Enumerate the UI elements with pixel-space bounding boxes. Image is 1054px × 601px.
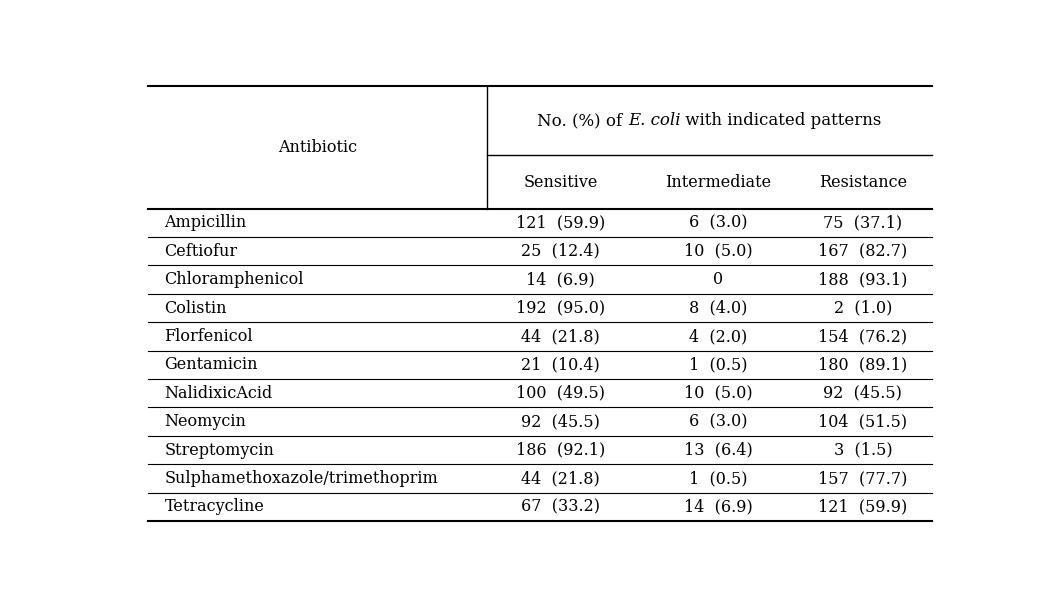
Text: 3  (1.5): 3 (1.5): [834, 442, 892, 459]
Text: 67  (33.2): 67 (33.2): [521, 498, 600, 515]
Text: 14  (6.9): 14 (6.9): [684, 498, 753, 515]
Text: 10  (5.0): 10 (5.0): [684, 385, 753, 401]
Text: 1  (0.5): 1 (0.5): [689, 356, 747, 373]
Text: 1  (0.5): 1 (0.5): [689, 470, 747, 487]
Text: 104  (51.5): 104 (51.5): [818, 413, 907, 430]
Text: 44  (21.8): 44 (21.8): [522, 470, 600, 487]
Text: 188  (93.1): 188 (93.1): [818, 271, 907, 288]
Text: 180  (89.1): 180 (89.1): [818, 356, 907, 373]
Text: 4  (2.0): 4 (2.0): [689, 328, 747, 345]
Text: 121  (59.9): 121 (59.9): [516, 215, 605, 231]
Text: E. coli: E. coli: [628, 112, 681, 129]
Text: Sensitive: Sensitive: [524, 174, 598, 191]
Text: Antibiotic: Antibiotic: [278, 139, 357, 156]
Text: 75  (37.1): 75 (37.1): [823, 215, 902, 231]
Text: Resistance: Resistance: [819, 174, 906, 191]
Text: Intermediate: Intermediate: [665, 174, 772, 191]
Text: 92  (45.5): 92 (45.5): [521, 413, 600, 430]
Text: 186  (92.1): 186 (92.1): [516, 442, 605, 459]
Text: 92  (45.5): 92 (45.5): [823, 385, 902, 401]
Text: Ceftiofur: Ceftiofur: [164, 243, 237, 260]
Text: 157  (77.7): 157 (77.7): [818, 470, 907, 487]
Text: Tetracycline: Tetracycline: [164, 498, 265, 515]
Text: 13  (6.4): 13 (6.4): [684, 442, 753, 459]
Text: 44  (21.8): 44 (21.8): [522, 328, 600, 345]
Text: Neomycin: Neomycin: [164, 413, 247, 430]
Text: Gentamicin: Gentamicin: [164, 356, 258, 373]
Text: Florfenicol: Florfenicol: [164, 328, 253, 345]
Text: Sulphamethoxazole/trimethoprim: Sulphamethoxazole/trimethoprim: [164, 470, 438, 487]
Text: Chloramphenicol: Chloramphenicol: [164, 271, 304, 288]
Text: Streptomycin: Streptomycin: [164, 442, 274, 459]
Text: 167  (82.7): 167 (82.7): [818, 243, 907, 260]
Text: 8  (4.0): 8 (4.0): [689, 299, 747, 317]
Text: 21  (10.4): 21 (10.4): [522, 356, 600, 373]
Text: 0: 0: [714, 271, 723, 288]
Text: 6  (3.0): 6 (3.0): [689, 413, 747, 430]
Text: 6  (3.0): 6 (3.0): [689, 215, 747, 231]
Text: 2  (1.0): 2 (1.0): [834, 299, 892, 317]
Text: No. (%) of: No. (%) of: [538, 112, 628, 129]
Text: 121  (59.9): 121 (59.9): [818, 498, 907, 515]
Text: 14  (6.9): 14 (6.9): [526, 271, 594, 288]
Text: NalidixicAcid: NalidixicAcid: [164, 385, 273, 401]
Text: 100  (49.5): 100 (49.5): [516, 385, 605, 401]
Text: Colistin: Colistin: [164, 299, 227, 317]
Text: 10  (5.0): 10 (5.0): [684, 243, 753, 260]
Text: 192  (95.0): 192 (95.0): [516, 299, 605, 317]
Text: with indicated patterns: with indicated patterns: [681, 112, 882, 129]
Text: 154  (76.2): 154 (76.2): [818, 328, 907, 345]
Text: Ampicillin: Ampicillin: [164, 215, 247, 231]
Text: 25  (12.4): 25 (12.4): [522, 243, 600, 260]
